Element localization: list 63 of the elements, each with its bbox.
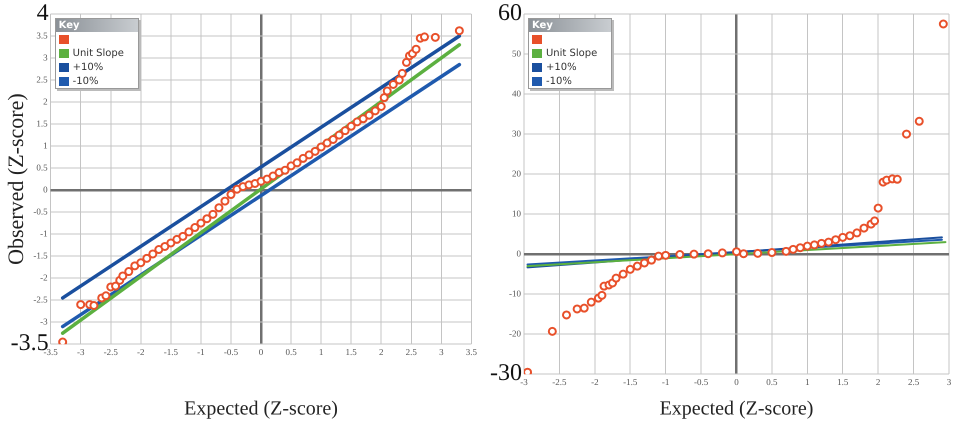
x-tick-label: 3	[946, 376, 952, 387]
x-tick-label: 0.5	[285, 346, 298, 357]
y-tick-label: 3.5	[36, 30, 48, 40]
y-tick-label: 1	[43, 140, 48, 150]
y-tick-label: 50	[512, 48, 522, 58]
y-tick-label: 2.5	[36, 74, 48, 84]
legend-label: Unit Slope	[72, 48, 124, 58]
y-tick-label: 10	[512, 208, 522, 218]
x-tick-label: -1	[197, 346, 205, 357]
text: -30	[490, 360, 522, 386]
x-tick-label: 3.5	[466, 346, 478, 357]
x-tick-label: -2.5	[552, 376, 568, 387]
y-tick-label: -3	[40, 316, 48, 327]
x-tick-label: -2	[137, 346, 145, 357]
x-tick-label: 0	[734, 376, 740, 387]
y-tick-label: 3	[43, 52, 48, 62]
text: 60	[498, 0, 522, 26]
x-tick-label: 1	[318, 346, 324, 357]
y-tick-label: -1.5	[33, 250, 48, 261]
x-tick-label: 2	[876, 376, 880, 387]
x-tick-label: 2.5	[908, 376, 920, 387]
y-tick-label: 1.5	[36, 118, 48, 128]
y-tick-label: -20	[508, 328, 522, 339]
legend-label: -10%	[72, 76, 98, 86]
x-tick-label: -1	[662, 376, 670, 387]
y-tick-label: 20	[512, 168, 522, 178]
x-tick-label: 0.5	[766, 376, 778, 387]
y-tick-label: 0	[516, 248, 522, 258]
legend-label: +10%	[72, 62, 104, 72]
x-axis-title: Expected (Z-score)	[660, 397, 814, 420]
legend-label: Unit Slope	[546, 48, 598, 58]
x-tick-label: -1.5	[164, 346, 178, 357]
x-tick-label: 1.5	[837, 376, 849, 387]
x-tick-label: -1.5	[623, 376, 638, 387]
x-tick-label: 2	[378, 346, 384, 357]
legend-header-strip: Key	[528, 19, 611, 32]
x-tick-label: -3	[520, 376, 528, 387]
y-tick-label: 40	[512, 88, 522, 98]
y-tick-label: -1	[40, 228, 48, 238]
x-tick-label: 3	[439, 346, 444, 357]
y-tick-label: -2.5	[33, 294, 48, 305]
x-axis-title: Expected (Z-score)	[184, 397, 338, 420]
y-tick-label: -10	[508, 288, 522, 299]
x-tick-label: -2.5	[104, 346, 118, 357]
x-tick-label: 2.5	[406, 346, 418, 357]
legend-label: -10%	[546, 76, 572, 86]
y-tick-label: 0	[43, 184, 48, 194]
y-axis-title: Observed (Z-score)	[2, 93, 28, 265]
x-tick-label: 1	[805, 376, 810, 387]
x-tick-label: 1.5	[346, 346, 358, 357]
legend-label: +10%	[546, 62, 577, 72]
x-tick-label: -0.5	[694, 376, 709, 387]
legend-header-strip: Key	[56, 19, 138, 32]
y-tick-label: 30	[512, 128, 522, 138]
x-tick-label: -2	[591, 376, 599, 387]
x-tick-label: -3	[76, 346, 85, 357]
text: 4	[36, 0, 49, 26]
x-tick-label: 0	[258, 346, 264, 357]
y-tick-label: -2	[40, 272, 48, 283]
y-tick-label: -0.5	[33, 206, 48, 216]
x-tick-label: -0.5	[224, 346, 239, 357]
y-tick-label: 0.5	[36, 162, 48, 172]
y-tick-label: 2	[43, 96, 48, 106]
